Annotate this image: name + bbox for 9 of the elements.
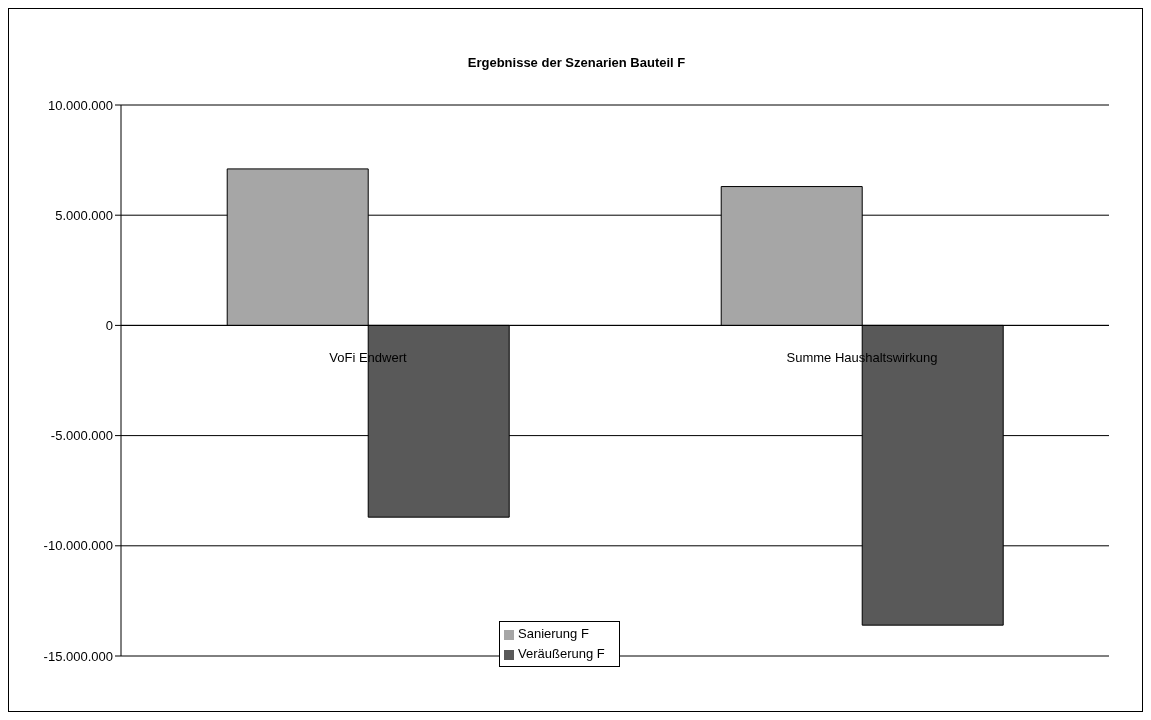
chart-title: Ergebnisse der Szenarien Bauteil F [466,55,687,70]
y-tick-label: 5.000.000 [55,207,113,223]
legend-label: Veräußerung F [518,646,605,661]
y-tick-label: -10.000.000 [43,538,113,554]
y-tick-label: -15.000.000 [43,648,113,664]
y-tick-label: 0 [105,318,113,334]
y-tick-label: -5.000.000 [50,428,113,444]
legend-label: Sanierung F [518,626,589,641]
y-tick-label: 10.000.000 [47,97,113,113]
